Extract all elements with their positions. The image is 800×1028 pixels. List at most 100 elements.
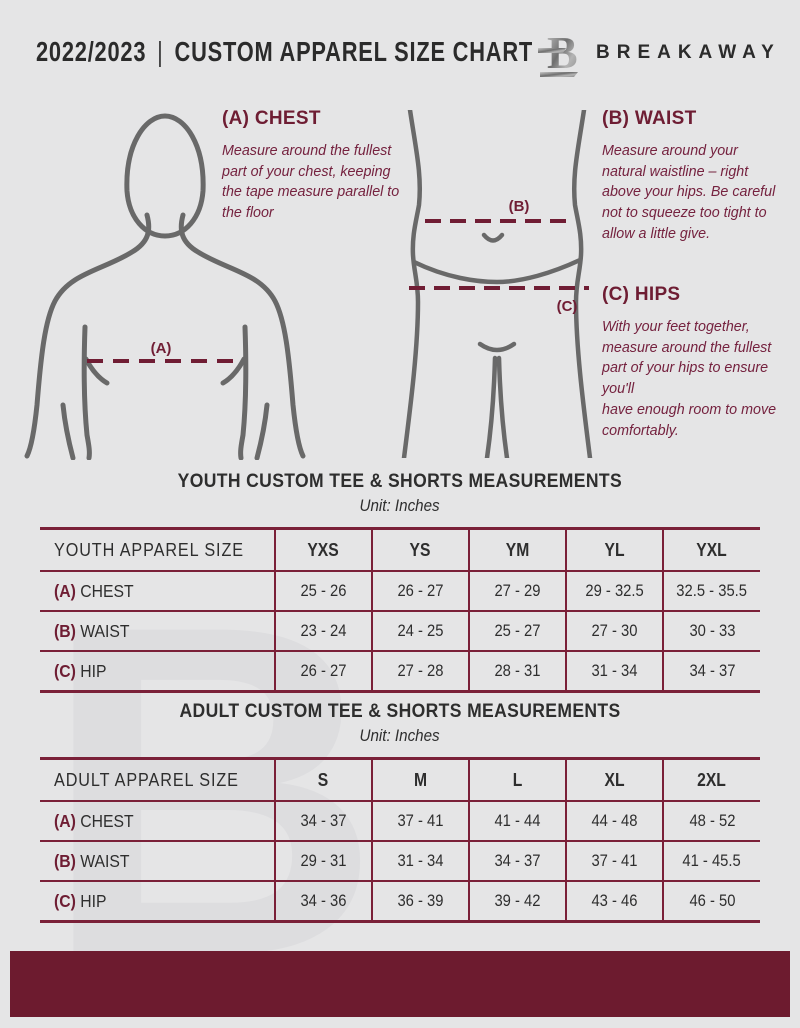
adult-unit-label: Unit: Inches (359, 727, 441, 745)
value-cell: 30 - 33 (662, 610, 760, 651)
youth-size-table: YOUTH APPAREL SIZE YXS YS YM YL YXL (A) … (40, 527, 760, 693)
row-label-cell: (C) HIP (40, 880, 275, 922)
size-col-header: S (274, 758, 372, 801)
value-cell: 44 - 48 (565, 800, 663, 841)
left-side-outline (401, 110, 423, 458)
waist-guide-heading: (B) WAIST (602, 108, 697, 129)
youth-chest-row: (A) CHEST 25 - 26 26 - 27 27 - 29 29 - 3… (40, 570, 760, 611)
value-cell: 34 - 36 (274, 880, 372, 922)
left-inner-leg (484, 355, 498, 458)
left-shoulder-arm (24, 212, 152, 459)
size-col-header: L (468, 758, 566, 801)
value-cell: 41 - 45.5 (662, 840, 760, 881)
size-col-header: YS (371, 528, 469, 571)
right-side-outline (571, 110, 593, 458)
hips-guide: (C) HIPS With your feet together, measur… (602, 284, 794, 441)
footer-bar (10, 951, 790, 1017)
size-col-header: YM (468, 528, 566, 571)
value-cell: 29 - 32.5 (565, 570, 663, 611)
right-chest-side (238, 324, 249, 460)
adult-size-header-cell: ADULT APPAREL SIZE (54, 769, 239, 790)
size-col-header: YXS (274, 528, 372, 571)
size-col-header: 2XL (662, 758, 760, 801)
value-cell: 41 - 44 (468, 800, 566, 841)
size-col-header: YL (565, 528, 663, 571)
waist-guide-text: Measure around your natural waistline – … (602, 143, 776, 242)
value-cell: 24 - 25 (371, 610, 469, 651)
adult-size-table: ADULT APPAREL SIZE S M L XL 2XL (A) CHES… (40, 757, 760, 923)
page-title: 2022/2023 | CUSTOM APPAREL SIZE CHART (36, 36, 673, 68)
adult-header-row: ADULT APPAREL SIZE S M L XL 2XL (40, 758, 760, 801)
youth-section-title: YOUTH CUSTOM TEE & SHORTS MEASUREMENTS (177, 470, 623, 492)
youth-unit-label: Unit: Inches (359, 497, 441, 515)
waist-marker-label: (B) (509, 198, 530, 215)
size-col-header: XL (565, 758, 663, 801)
value-cell: 37 - 41 (565, 840, 663, 881)
row-label-cell: (B) WAIST (40, 610, 275, 651)
row-label-cell: (A) CHEST (40, 570, 275, 611)
left-forearm-line (60, 402, 76, 460)
value-cell: 29 - 31 (274, 840, 372, 881)
value-cell: 48 - 52 (662, 800, 760, 841)
value-cell: 28 - 31 (468, 650, 566, 692)
value-cell: 37 - 41 (371, 800, 469, 841)
row-label-cell: (B) WAIST (40, 840, 275, 881)
youth-hip-row: (C) HIP 26 - 27 27 - 28 28 - 31 31 - 34 … (40, 650, 760, 692)
hip-marker-label: (C) (557, 298, 578, 315)
value-cell: 36 - 39 (371, 880, 469, 922)
value-cell: 43 - 46 (565, 880, 663, 922)
value-cell: 26 - 27 (274, 650, 372, 692)
title-text: CUSTOM APPAREL SIZE CHART (174, 36, 534, 67)
value-cell: 26 - 27 (371, 570, 469, 611)
value-cell: 23 - 24 (274, 610, 372, 651)
adult-hip-row: (C) HIP 34 - 36 36 - 39 39 - 42 43 - 46 … (40, 880, 760, 922)
right-forearm-line (254, 402, 270, 460)
value-cell: 27 - 29 (468, 570, 566, 611)
size-col-header: M (371, 758, 469, 801)
title-divider: | (157, 36, 164, 67)
hips-guide-heading: (C) HIPS (602, 284, 681, 305)
value-cell: 27 - 30 (565, 610, 663, 651)
value-cell: 34 - 37 (662, 650, 760, 692)
brand-name: BREAKAWAY (596, 42, 781, 63)
lower-body-outline (401, 110, 593, 458)
chest-marker-label: (A) (151, 340, 172, 357)
value-cell: 32.5 - 35.5 (662, 570, 760, 611)
navel-line (481, 232, 505, 243)
adult-chest-row: (A) CHEST 34 - 37 37 - 41 41 - 44 44 - 4… (40, 800, 760, 841)
head-outline (124, 113, 206, 239)
adult-waist-row: (B) WAIST 29 - 31 31 - 34 34 - 37 37 - 4… (40, 840, 760, 881)
waist-guide: (B) WAIST Measure around your natural wa… (602, 108, 780, 245)
size-col-header: YXL (662, 528, 760, 571)
youth-waist-row: (B) WAIST 23 - 24 24 - 25 25 - 27 27 - 3… (40, 610, 760, 651)
hip-crease-line (411, 257, 583, 285)
breakaway-logo-icon: B (538, 27, 578, 78)
chest-guide-text: Measure around the fullest part of your … (222, 143, 400, 222)
value-cell: 34 - 37 (274, 800, 372, 841)
value-cell: 27 - 28 (371, 650, 469, 692)
torso-figure: (A) (24, 113, 306, 460)
left-chest-side (81, 324, 92, 460)
adult-section-title: ADULT CUSTOM TEE & SHORTS MEASUREMENTS (179, 700, 621, 722)
value-cell: 39 - 42 (468, 880, 566, 922)
value-cell: 31 - 34 (371, 840, 469, 881)
value-cell: 25 - 26 (274, 570, 372, 611)
right-armpit-line (220, 356, 247, 386)
right-shoulder-arm (178, 212, 306, 459)
logo-slash (538, 48, 566, 53)
row-label-cell: (C) HIP (40, 650, 275, 692)
hips-guide-text: With your feet together, measure around … (602, 319, 777, 439)
chest-guide-heading: (A) CHEST (222, 108, 321, 129)
value-cell: 46 - 50 (662, 880, 760, 922)
value-cell: 31 - 34 (565, 650, 663, 692)
title-year: 2022/2023 (36, 36, 147, 67)
row-label-cell: (A) CHEST (40, 800, 275, 841)
youth-header-row: YOUTH APPAREL SIZE YXS YS YM YL YXL (40, 528, 760, 571)
brand-lockup: B BREAKAWAY (536, 26, 781, 80)
lower-body-figure: (B) (C) (401, 110, 593, 458)
value-cell: 34 - 37 (468, 840, 566, 881)
right-inner-leg (496, 355, 510, 458)
crotch-line (477, 341, 517, 353)
logo-base (540, 72, 578, 77)
